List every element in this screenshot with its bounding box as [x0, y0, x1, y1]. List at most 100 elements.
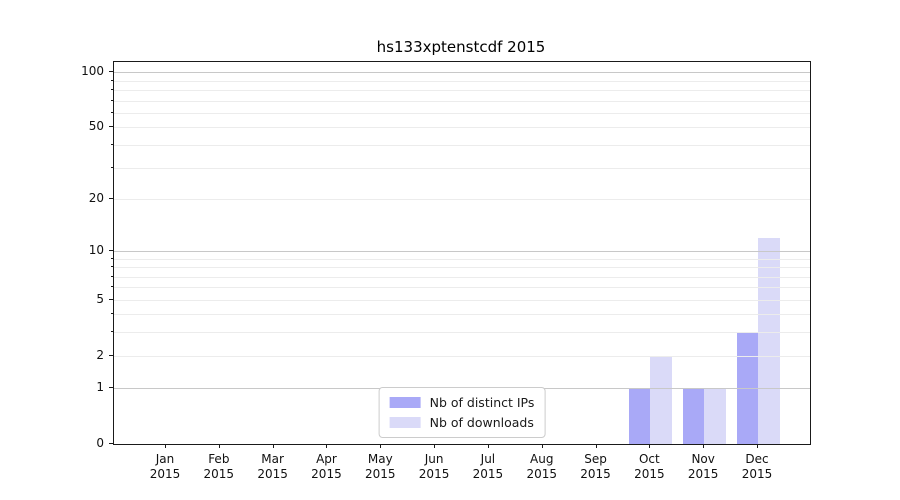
y-tick-mark: [109, 443, 113, 444]
y-tick-label: 50: [88, 119, 104, 134]
x-tick-mark: [165, 444, 166, 448]
x-tick-label-apr: Apr 2015: [298, 452, 354, 482]
x-tick-year: 2015: [634, 467, 665, 481]
y-tick-mark-minor: [111, 266, 113, 268]
y-tick-mark-minor: [111, 331, 113, 333]
gridline-minor: [114, 198, 810, 200]
x-tick-year: 2015: [687, 467, 719, 481]
x-tick-label-jul: Jul 2015: [460, 452, 516, 482]
x-tick-year: 2015: [257, 467, 288, 481]
x-tick-year: 2015: [741, 467, 773, 481]
x-tick-month: Jun: [424, 452, 444, 466]
y-tick-label: 5: [96, 291, 104, 306]
x-tick-mark: [649, 444, 651, 448]
x-tick-month: Apr: [316, 452, 337, 466]
x-tick-month: Nov: [691, 452, 715, 466]
y-tick-mark-minor: [111, 166, 113, 168]
gridline-minor: [114, 113, 810, 115]
y-tick-mark-minor: [111, 144, 113, 146]
bar-nb-of-distinct-ips-nov: [682, 388, 705, 444]
x-tick-month: Mar: [261, 452, 284, 466]
y-tick-mark: [109, 387, 113, 389]
y-tick-mark-minor: [111, 257, 113, 259]
x-tick-label-oct: Oct 2015: [621, 452, 677, 482]
y-tick-label: 1: [96, 380, 104, 395]
bar-nb-of-downloads-nov: [704, 388, 726, 444]
x-tick-year: 2015: [526, 467, 557, 481]
y-tick-mark-minor: [111, 275, 113, 277]
gridline-minor: [114, 267, 810, 269]
legend-swatch: [389, 397, 421, 408]
gridline-minor: [114, 258, 810, 260]
x-tick-month: Feb: [208, 452, 230, 466]
x-tick-year: 2015: [472, 467, 504, 481]
x-tick-label-sep: Sep 2015: [568, 452, 624, 482]
x-tick-month: May: [367, 452, 393, 466]
y-tick-label: 10: [88, 242, 104, 257]
x-tick-month: Jan: [155, 452, 175, 466]
chart-title: hs133xptenstcdf 2015: [376, 38, 546, 56]
bar-nb-of-downloads-oct: [650, 355, 672, 444]
y-tick-mark-minor: [111, 99, 113, 101]
gridline-major: [114, 250, 810, 252]
gridline-minor: [114, 332, 810, 334]
x-tick-mark: [595, 444, 597, 448]
y-tick-mark-minor: [111, 89, 113, 91]
x-tick-year: 2015: [311, 467, 342, 481]
y-tick-mark-minor: [111, 79, 113, 81]
plot-area: Nb of distinct IPs Nb of downloads: [113, 61, 811, 445]
legend: Nb of distinct IPs Nb of downloads: [378, 387, 546, 438]
y-tick-mark: [109, 354, 113, 356]
x-tick-label-aug: Aug 2015: [514, 452, 570, 482]
y-tick-mark: [109, 298, 113, 300]
x-tick-mark: [541, 444, 543, 448]
x-tick-month: Dec: [745, 452, 769, 466]
bar-nb-of-distinct-ips-oct: [628, 388, 651, 444]
gridline-minor: [114, 145, 810, 147]
x-tick-month: Sep: [584, 452, 607, 466]
x-tick-label-dec: Dec 2015: [729, 452, 785, 482]
gridline-minor: [114, 287, 810, 289]
y-tick-mark: [109, 71, 113, 73]
y-tick-mark: [109, 197, 113, 199]
gridline-minor: [114, 355, 810, 357]
legend-label: Nb of distinct IPs: [429, 395, 535, 410]
x-tick-label-jan: Jan 2015: [137, 452, 193, 482]
x-tick-label-may: May 2015: [352, 452, 408, 482]
legend-swatch: [389, 417, 421, 428]
x-tick-month: Jul: [480, 452, 496, 466]
x-tick-year: 2015: [418, 467, 450, 481]
y-tick-mark: [109, 249, 113, 251]
legend-item: Nb of distinct IPs: [389, 395, 535, 410]
gridline-minor: [114, 314, 810, 316]
x-tick-label-feb: Feb 2015: [191, 452, 247, 482]
gridline-minor: [114, 276, 810, 278]
x-tick-mark: [757, 444, 758, 448]
gridline-minor: [114, 167, 810, 169]
legend-label: Nb of downloads: [429, 415, 534, 430]
gridline-major: [114, 72, 810, 74]
x-tick-year: 2015: [580, 467, 611, 481]
y-tick-mark: [109, 126, 113, 128]
y-tick-mark-minor: [111, 286, 113, 288]
x-tick-month: Aug: [530, 452, 554, 466]
x-tick-month: Oct: [638, 452, 660, 466]
y-tick-label: 20: [88, 190, 104, 205]
y-tick-label: 0: [96, 436, 104, 450]
gridline-minor: [114, 90, 810, 92]
x-tick-mark: [326, 444, 328, 448]
x-tick-label-jun: Jun 2015: [406, 452, 462, 482]
y-tick-mark-minor: [111, 313, 113, 315]
legend-item: Nb of downloads: [389, 415, 535, 430]
x-tick-mark: [703, 444, 705, 448]
y-tick-label: 100: [81, 64, 104, 79]
x-tick-mark: [218, 444, 220, 448]
x-tick-label-mar: Mar 2015: [245, 452, 301, 482]
gridline-minor: [114, 127, 810, 129]
x-tick-mark: [380, 444, 382, 448]
x-tick-label-nov: Nov 2015: [675, 452, 731, 482]
x-tick-year: 2015: [149, 467, 181, 481]
y-tick-mark-minor: [111, 112, 113, 114]
bar-nb-of-downloads-dec: [758, 237, 780, 444]
